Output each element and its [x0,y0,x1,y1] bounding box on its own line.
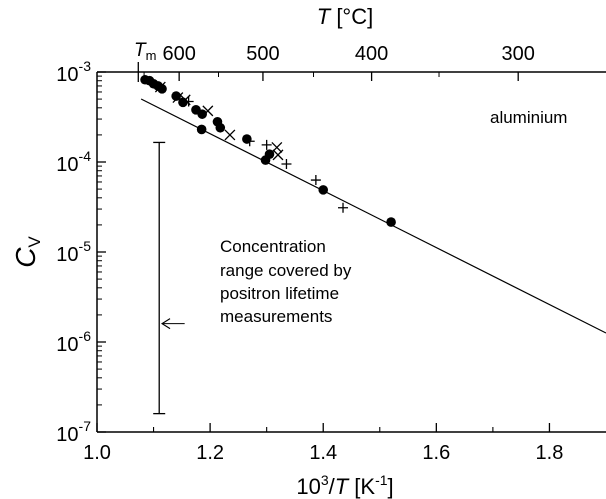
data-point-plus [281,159,292,170]
y-tick-base: 10 [56,424,78,446]
y-tick-exponent: -6 [79,328,92,344]
data-point-plus [310,175,321,186]
y-tick-base: 10 [56,334,78,356]
x-tick-label: 1.4 [309,442,337,464]
data-point-plus [244,136,255,147]
y-tick-base: 10 [56,244,78,266]
y-tick-exponent: -4 [79,148,92,164]
y-tick-label: 10-3 [56,58,91,86]
data-point-x [272,149,284,161]
annotation-line-4: measurements [220,307,332,326]
annotation-line-2: range covered by [220,261,352,280]
annotation-line-3: positron lifetime [220,284,339,303]
axis-ticks [96,62,551,433]
y-tick-label: 10-7 [56,418,91,446]
y-tick-base: 10 [56,64,78,86]
top-tick-label: 400 [355,43,388,65]
x-tick-label: 1.2 [196,442,224,464]
top-tick-label: 600 [162,43,195,65]
data-point-x [202,105,214,117]
data-point-x [172,92,184,104]
data-point-circle [386,217,396,227]
data-marks [140,74,396,415]
x-tick-label: 1.8 [536,442,564,464]
annotation-arrow-head [161,318,171,330]
top-tick-label: 300 [502,43,535,65]
data-point-x [154,81,166,93]
annotation-line-1: Concentration [220,237,326,256]
data-point-plus [338,202,349,213]
top-tick-label: 500 [246,43,279,65]
y-tick-exponent: -3 [79,58,92,74]
melting-point-label: Tm [134,40,156,63]
y-tick-label: 10-4 [56,148,91,176]
x-tick-label: 1.0 [83,442,111,464]
x-axis-label: 103/T [K-1] [296,472,393,499]
fit-line-group [140,98,606,334]
fit-line [140,98,606,334]
y-tick-base: 10 [56,154,78,176]
annotation-text: Concentration range covered by positron … [220,237,352,326]
data-point-plus [261,139,272,150]
data-point-circle [196,124,207,135]
y-tick-exponent: -5 [79,238,92,254]
y-tick-label: 10-5 [56,238,91,266]
y-axis-label: CV [10,236,44,268]
data-point-plus [183,96,194,107]
data-point-circle [197,109,207,119]
material-label: aluminium [490,108,567,127]
data-point-x [224,129,236,141]
data-point-circle [318,185,329,195]
y-tick-exponent: -7 [79,418,92,434]
y-tick-label: 10-6 [56,328,91,356]
x-tick-label: 1.6 [422,442,450,464]
top-axis-label: T [°C] [317,4,373,29]
data-point-circle [215,122,226,133]
